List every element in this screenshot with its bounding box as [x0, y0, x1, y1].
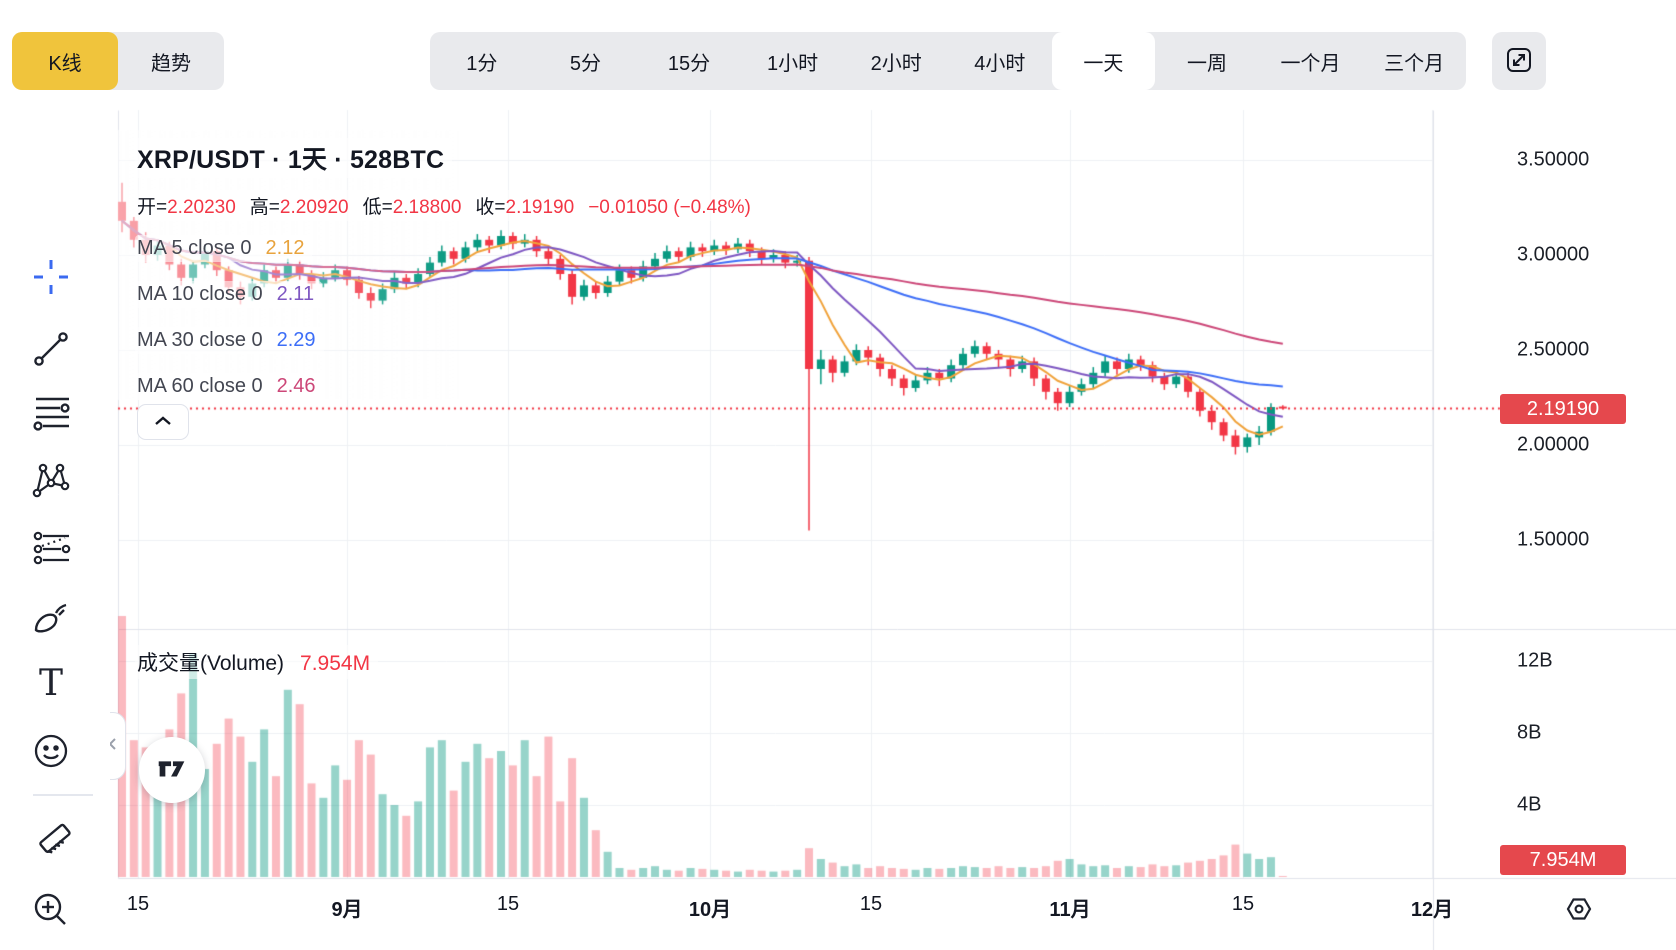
- timeframe-1w-button[interactable]: 一周: [1155, 32, 1259, 90]
- sidebar-divider: [33, 794, 93, 796]
- trend-line-icon: [31, 329, 71, 372]
- timeframe-5m-button[interactable]: 5分: [534, 32, 638, 90]
- volume-label: 成交量(Volume): [137, 652, 285, 675]
- close-label: 收=: [475, 197, 506, 218]
- time-label: 15: [496, 893, 520, 915]
- tool-zoom-in[interactable]: [25, 885, 77, 937]
- open-label: 开=: [137, 197, 168, 218]
- timeframe-15m-button[interactable]: 15分: [637, 32, 741, 90]
- fullscreen-icon: [1504, 45, 1534, 78]
- gear-icon: [1563, 893, 1595, 928]
- last-price-badge: 2.19190: [1500, 394, 1626, 424]
- xabcd-pattern-icon: [29, 459, 73, 504]
- symbol-title: XRP/USDT · 1天 · 528BTC: [135, 138, 453, 178]
- time-label: 12月: [1410, 899, 1454, 921]
- price-tick: 2.50000: [1517, 338, 1590, 361]
- ma5-label: MA 5 close 0: [137, 237, 252, 259]
- volume-value: 7.954M: [300, 652, 371, 675]
- tradingview-logo-icon: [153, 749, 191, 792]
- ohlc-readout: 开=2.20230 高=2.20920 低=2.18800 收=2.19190 …: [135, 190, 759, 221]
- time-label: 15: [126, 893, 150, 915]
- volume-tick: 12B: [1517, 649, 1553, 672]
- close-value: 2.19190: [505, 197, 575, 218]
- fullscreen-button[interactable]: [1492, 32, 1546, 90]
- tool-emoji[interactable]: [25, 726, 77, 778]
- tool-crosshair[interactable]: [25, 252, 77, 304]
- ma5-value: 2.12: [265, 237, 305, 259]
- ma30-label: MA 30 close 0: [137, 329, 263, 351]
- timeframe-1mo-button[interactable]: 一个月: [1259, 32, 1363, 90]
- tool-brush[interactable]: [25, 594, 77, 646]
- ma10-value: 2.11: [276, 283, 315, 305]
- tool-text[interactable]: T: [25, 658, 77, 710]
- tool-long-position[interactable]: [25, 523, 77, 575]
- high-label: 高=: [249, 197, 280, 218]
- low-value: 2.18800: [392, 197, 462, 218]
- timeframe-1m-button[interactable]: 1分: [430, 32, 534, 90]
- chart-type-trend-button[interactable]: 趋势: [118, 32, 224, 90]
- timeframe-1h-button[interactable]: 1小时: [741, 32, 845, 90]
- long-position-icon: [29, 528, 73, 571]
- last-volume-badge: 7.954M: [1500, 845, 1626, 875]
- chevron-left-icon: [107, 737, 117, 756]
- chart-type-candles-button[interactable]: K线: [12, 32, 118, 90]
- tradingview-logo[interactable]: [139, 737, 205, 803]
- chart-type-switch: K线 趋势: [12, 32, 224, 90]
- zoom-in-icon: [29, 888, 73, 935]
- ma60-label: MA 60 close 0: [137, 375, 263, 397]
- ma60-value: 2.46: [276, 375, 316, 397]
- ma10-row: MA 10 close 0 2.11: [135, 281, 323, 308]
- time-label: 11月: [1049, 899, 1091, 921]
- emoji-icon: [29, 729, 73, 776]
- crosshair-icon: [30, 256, 72, 301]
- horizontal-lines-icon: [29, 393, 73, 436]
- price-tick: 3.50000: [1517, 148, 1590, 171]
- time-label: 10月: [688, 899, 732, 921]
- text-tool-icon: T: [38, 663, 63, 704]
- ma30-value: 2.29: [276, 329, 316, 351]
- timeframe-4h-button[interactable]: 4小时: [948, 32, 1052, 90]
- change-value: −0.01050 (−0.48%): [588, 197, 751, 218]
- ruler-icon: [28, 820, 74, 869]
- chevron-up-icon: [154, 415, 172, 430]
- tool-trend-line[interactable]: [25, 324, 77, 376]
- time-label: 9月: [331, 899, 363, 921]
- price-tick: 3.00000: [1517, 243, 1590, 266]
- tool-xabcd-pattern[interactable]: [25, 455, 77, 507]
- top-toolbar: K线 趋势 1分 5分 15分 1小时 2小时 4小时 一天 一周 一个月 三个…: [0, 0, 1676, 108]
- chart-legend: XRP/USDT · 1天 · 528BTC 开=2.20230 高=2.209…: [135, 138, 759, 419]
- brush-icon: [29, 599, 73, 642]
- ma10-label: MA 10 close 0: [137, 283, 263, 305]
- tool-ruler[interactable]: [25, 818, 77, 870]
- volume-tick: 8B: [1517, 721, 1542, 744]
- price-tick: 1.50000: [1517, 528, 1590, 551]
- collapse-indicators-button[interactable]: [137, 404, 189, 440]
- time-label: 15: [859, 893, 883, 915]
- timeframe-switch: 1分 5分 15分 1小时 2小时 4小时 一天 一周 一个月 三个月: [430, 32, 1466, 90]
- high-value: 2.20920: [279, 197, 349, 218]
- open-value: 2.20230: [167, 197, 236, 218]
- volume-legend: 成交量(Volume) 7.954M: [135, 645, 379, 679]
- timeframe-2h-button[interactable]: 2小时: [844, 32, 948, 90]
- tool-horizontal-lines[interactable]: [25, 388, 77, 440]
- time-label: 15: [1231, 893, 1255, 915]
- price-tick: 2.00000: [1517, 433, 1590, 456]
- ma60-row: MA 60 close 0 2.46: [135, 373, 324, 400]
- ma5-row: MA 5 close 0 2.12: [135, 235, 313, 262]
- low-label: 低=: [362, 197, 393, 218]
- drawing-tools-sidebar: T: [0, 108, 110, 950]
- ma30-row: MA 30 close 0 2.29: [135, 327, 324, 354]
- volume-tick: 4B: [1517, 793, 1542, 816]
- timeframe-3mo-button[interactable]: 三个月: [1362, 32, 1466, 90]
- axis-settings-button[interactable]: [1561, 892, 1597, 928]
- timeframe-1d-button[interactable]: 一天: [1051, 32, 1156, 90]
